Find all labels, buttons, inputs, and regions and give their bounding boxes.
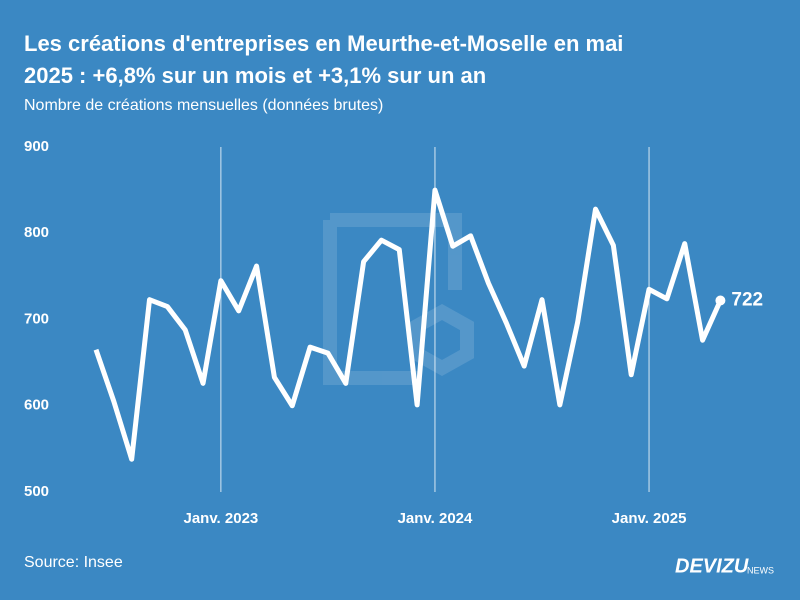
- x-tick-label: Janv. 2023: [183, 510, 258, 527]
- chart-title: 2025 : +6,8% sur un mois et +3,1% sur un…: [24, 63, 486, 88]
- y-tick-label: 900: [24, 138, 49, 155]
- brand-suffix: NEWS: [747, 565, 774, 575]
- line: [93, 187, 723, 462]
- chart-subtitle: Nombre de créations mensuelles (données …: [24, 97, 383, 114]
- watermark: [323, 213, 474, 385]
- y-tick-label: 800: [24, 224, 49, 241]
- end-point: [715, 295, 726, 306]
- brand: DEVIZU: [675, 555, 749, 577]
- x-tick-label: Janv. 2025: [612, 510, 687, 527]
- x-tick-label: Janv. 2024: [398, 510, 473, 527]
- source: Source: Insee: [24, 554, 123, 571]
- y-tick-label: 600: [24, 397, 49, 414]
- value-label: 722: [731, 290, 763, 311]
- chart-title: Les créations d'entreprises en Meurthe-e…: [24, 31, 623, 56]
- y-tick-label: 700: [24, 310, 49, 327]
- y-tick-label: 500: [24, 483, 49, 500]
